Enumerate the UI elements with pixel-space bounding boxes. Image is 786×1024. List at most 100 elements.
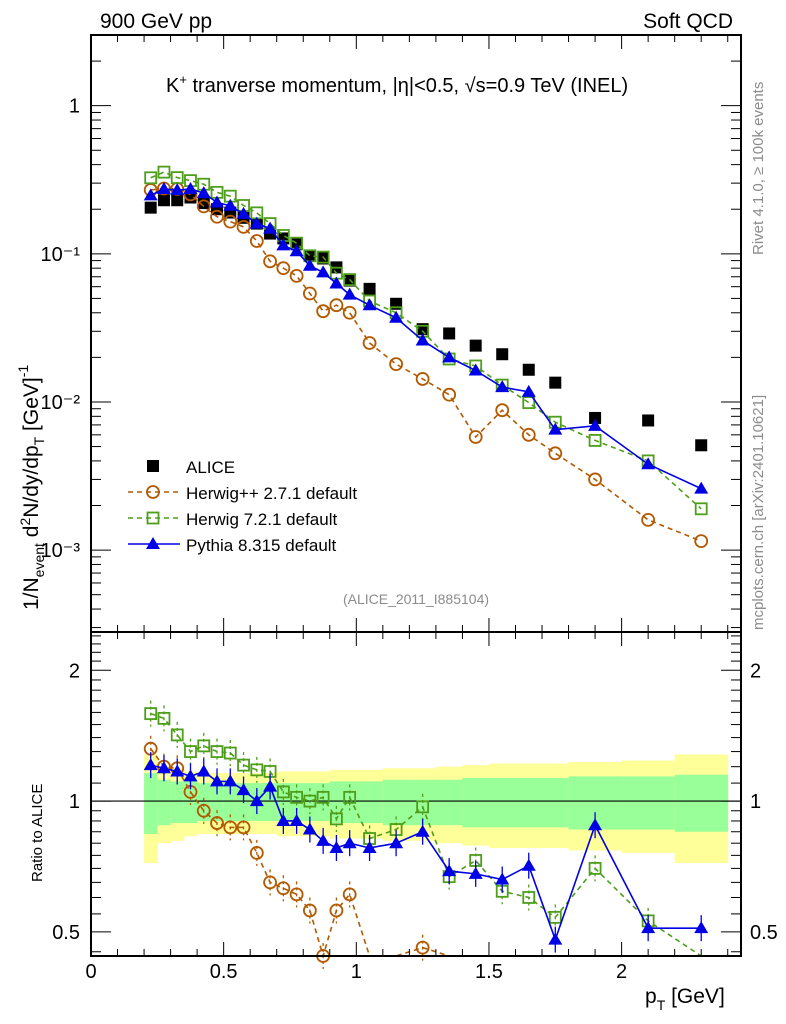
pythia-8-315-default-point bbox=[289, 244, 304, 257]
herwig-2-7-1-default-point bbox=[415, 372, 430, 386]
herwig-7-2-1-default-ratio-point bbox=[144, 707, 158, 720]
pythia-8-315-default-ratio-point bbox=[143, 758, 158, 771]
herwig-7-2-1-default-ratio-point bbox=[250, 763, 264, 777]
pythia-8-315-default-point bbox=[210, 195, 225, 208]
herwig-2-7-1-default-ratio-point bbox=[289, 887, 304, 902]
ratio-y-tick-label-right: 1 bbox=[750, 791, 761, 813]
pythia-8-315-default-ratio-point bbox=[521, 858, 536, 871]
alice-point bbox=[496, 348, 509, 361]
herwig-2-7-1-default-point bbox=[468, 430, 483, 444]
herwig-2-7-1-default-ratio-point bbox=[415, 940, 430, 955]
pythia-8-315-default-point bbox=[521, 384, 536, 397]
pythia-8-315-default-ratio-point bbox=[548, 932, 563, 945]
pythia-8-315-default-point bbox=[468, 363, 483, 376]
herwig-7-2-1-default-ratio-point bbox=[197, 739, 211, 753]
pythia-8-315-default-ratio-point bbox=[442, 864, 457, 877]
pythia-8-315-default-ratio-point bbox=[223, 774, 238, 787]
herwig-2-7-1-default-point bbox=[362, 336, 377, 350]
legend-marker bbox=[146, 485, 160, 499]
herwig-2-7-1-default-ratio-point bbox=[210, 816, 224, 830]
pythia-8-315-default-ratio-point bbox=[289, 813, 304, 826]
alice-point bbox=[522, 363, 535, 376]
alice-point bbox=[589, 411, 602, 424]
pythia-8-315-default-point bbox=[183, 181, 198, 194]
alice-point bbox=[197, 197, 210, 210]
pythia-8-315-default-point bbox=[495, 380, 510, 393]
herwig-2-7-1-default-point bbox=[302, 286, 317, 301]
herwig-7-2-1-default-ratio-point bbox=[157, 711, 171, 725]
pythia-8-315-default-ratio-point bbox=[468, 866, 483, 879]
herwig-2-7-1-default-point bbox=[316, 304, 331, 319]
pythia-8-315-default-ratio-point bbox=[389, 836, 404, 849]
herwig-7-2-1-default-ratio-point bbox=[416, 800, 430, 814]
herwig-7-2-1-default-line bbox=[150, 171, 702, 510]
main-series bbox=[143, 165, 709, 549]
ratio-y-tick-label-right: 0.5 bbox=[750, 922, 778, 944]
herwig-2-7-1-default-point bbox=[694, 534, 709, 549]
herwig-7-2-1-default-ratio-point bbox=[210, 745, 224, 758]
stat-uncertainty-band bbox=[263, 783, 278, 821]
herwig-2-7-1-default-point bbox=[641, 512, 656, 527]
pythia-8-315-default-ratio-point bbox=[249, 794, 264, 807]
pythia-8-315-default-point bbox=[641, 457, 656, 470]
herwig-2-7-1-default-ratio-point bbox=[342, 887, 357, 902]
pythia-8-315-default-ratio-point bbox=[588, 818, 603, 831]
pythia-8-315-default-point bbox=[362, 298, 377, 311]
pythia-8-315-default-ratio-point bbox=[183, 769, 198, 782]
header-right: Soft QCD bbox=[643, 10, 733, 33]
herwig-2-7-1-default-point bbox=[548, 446, 563, 461]
herwig-7-2-1-default-ratio-point bbox=[223, 746, 237, 760]
legend-marker bbox=[147, 460, 159, 472]
herwig-7-2-1-default-ratio-point bbox=[316, 790, 330, 804]
pythia-8-315-default-point bbox=[249, 216, 264, 229]
x-axis-label: pT [GeV] bbox=[645, 985, 725, 1013]
herwig-2-7-1-default-point bbox=[329, 298, 344, 313]
pythia-8-315-default-ratio-point bbox=[362, 840, 377, 853]
herwig-7-2-1-default-ratio-point bbox=[290, 790, 304, 804]
herwig-2-7-1-default-ratio-point bbox=[263, 875, 277, 890]
y-tick-label: 1 bbox=[69, 96, 80, 118]
stat-uncertainty-band bbox=[462, 778, 490, 828]
pythia-8-315-default-point bbox=[276, 238, 291, 251]
pythia-8-315-default-point bbox=[548, 422, 563, 435]
alice-point bbox=[144, 201, 157, 214]
pythia-8-315-default-point bbox=[143, 188, 158, 201]
herwig-7-2-1-default-point bbox=[157, 165, 171, 179]
alice-point bbox=[171, 194, 184, 207]
alice-point bbox=[363, 282, 376, 295]
alice-point bbox=[443, 327, 456, 340]
pythia-8-315-default-point bbox=[302, 258, 317, 271]
herwig-2-7-1-default-ratio-point bbox=[196, 803, 211, 818]
alice-point bbox=[317, 252, 330, 265]
pythia-8-315-default-point bbox=[170, 183, 185, 196]
pythia-8-315-default-point bbox=[588, 418, 603, 431]
herwig-7-2-1-default-ratio-point bbox=[276, 785, 290, 799]
pythia-8-315-default-ratio-point bbox=[641, 921, 656, 934]
pythia-8-315-default-point bbox=[415, 333, 430, 346]
pythia-8-315-default-point bbox=[196, 186, 211, 199]
pythia-8-315-default-point bbox=[442, 350, 457, 363]
pythia-8-315-default-point bbox=[316, 265, 331, 278]
alice-point bbox=[469, 339, 482, 352]
pythia-8-315-default-point bbox=[236, 206, 251, 219]
stat-uncertainty-band bbox=[621, 776, 676, 830]
herwig-2-7-1-default-ratio-point bbox=[276, 881, 291, 896]
herwig-2-7-1-default-point bbox=[263, 254, 277, 269]
stat-uncertainty-band bbox=[170, 781, 185, 824]
stat-uncertainty-band bbox=[183, 781, 198, 824]
herwig-7-2-1-default-point bbox=[343, 273, 357, 286]
herwig-2-7-1-default-ratio-point bbox=[249, 845, 264, 860]
alice-point bbox=[157, 194, 170, 207]
legend-label: Pythia 8.315 default bbox=[186, 536, 337, 555]
pythia-8-315-default-point bbox=[389, 310, 404, 323]
ratio-frame bbox=[90, 631, 742, 957]
herwig-7-2-1-default-ratio-point bbox=[548, 910, 562, 924]
pythia-8-315-default-ratio-point bbox=[263, 779, 278, 792]
legend-label: Herwig++ 2.7.1 default bbox=[186, 484, 357, 503]
stat-uncertainty-band bbox=[674, 774, 729, 832]
stat-uncertainty-band bbox=[223, 783, 238, 821]
legend-label: ALICE bbox=[186, 458, 235, 477]
stat-uncertainty-band bbox=[515, 778, 543, 828]
pythia-8-315-default-ratio-point bbox=[196, 764, 211, 777]
